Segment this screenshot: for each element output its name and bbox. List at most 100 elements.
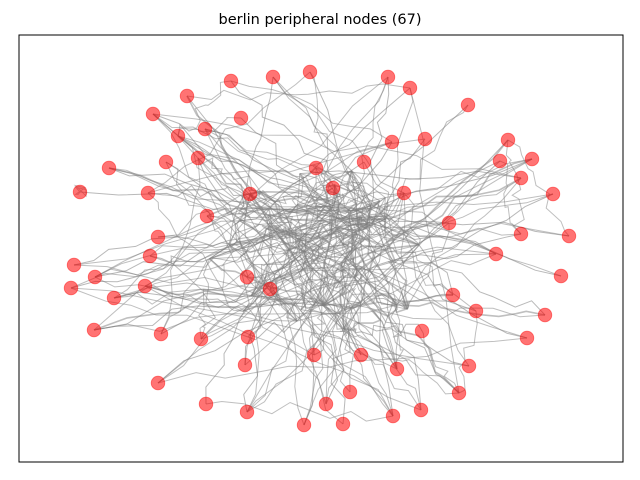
peripheral-node xyxy=(66,257,82,273)
peripheral-node xyxy=(402,80,418,96)
road-edge xyxy=(299,173,398,306)
road-edge xyxy=(177,135,420,246)
road-edge xyxy=(242,228,367,312)
road-edge xyxy=(339,233,522,283)
road-edge xyxy=(363,161,470,367)
road-edge xyxy=(396,177,522,306)
road-edge xyxy=(309,71,338,208)
peripheral-node xyxy=(145,106,161,122)
peripheral-node xyxy=(384,134,400,150)
peripheral-node xyxy=(223,73,239,89)
road-edge xyxy=(384,219,410,310)
peripheral-node xyxy=(158,154,174,170)
road-edge xyxy=(246,244,420,413)
road-edge xyxy=(296,204,497,255)
road-edge xyxy=(334,184,562,277)
peripheral-node xyxy=(142,248,158,264)
peripheral-node xyxy=(441,215,457,231)
road-edge xyxy=(108,167,358,235)
road-edge xyxy=(113,220,241,299)
road-edge xyxy=(334,184,370,229)
road-edge xyxy=(365,138,426,229)
road-edge xyxy=(395,192,407,370)
road-edge xyxy=(113,253,497,299)
peripheral-node xyxy=(198,396,214,412)
road-edge xyxy=(296,141,393,206)
road-edge xyxy=(369,205,385,248)
road-edge xyxy=(229,244,298,322)
road-edge xyxy=(323,305,470,367)
peripheral-node xyxy=(513,170,529,186)
road-edge xyxy=(250,291,324,309)
peripheral-node xyxy=(101,160,117,176)
road-edge xyxy=(339,223,368,283)
road-edge xyxy=(303,281,341,426)
road-edge xyxy=(93,244,420,331)
peripheral-node xyxy=(239,404,255,420)
road-edge xyxy=(323,305,460,394)
road-edge xyxy=(157,192,405,384)
road-edge xyxy=(186,95,298,240)
peripheral-node xyxy=(153,326,169,342)
peripheral-node xyxy=(389,361,405,377)
road-edge xyxy=(200,281,340,340)
road-edge xyxy=(421,330,460,394)
peripheral-node xyxy=(296,417,312,433)
road-edge xyxy=(160,190,261,335)
peripheral-node xyxy=(451,385,467,401)
road-edge xyxy=(358,210,454,296)
road-edge xyxy=(177,135,324,306)
peripheral-node xyxy=(356,154,372,170)
road-edge xyxy=(152,113,360,189)
peripheral-node xyxy=(417,131,433,147)
road-edge xyxy=(303,158,533,253)
road-edge xyxy=(246,197,386,413)
road-edge xyxy=(249,193,345,330)
road-edge xyxy=(73,187,360,266)
road-edge xyxy=(250,160,501,297)
road-edge xyxy=(297,238,397,306)
road-edge xyxy=(239,220,362,303)
peripheral-node xyxy=(537,307,553,323)
road-edge xyxy=(269,200,381,290)
road-edges xyxy=(70,71,570,426)
road-edge xyxy=(351,170,394,417)
peripheral-node xyxy=(86,322,102,338)
peripheral-node xyxy=(197,121,213,137)
peripheral-node xyxy=(199,208,215,224)
peripheral-node xyxy=(302,64,318,80)
road-edge xyxy=(200,245,235,340)
peripheral-node xyxy=(179,88,195,104)
road-edge xyxy=(367,223,398,370)
road-edge xyxy=(322,297,397,313)
road-edge xyxy=(287,183,335,252)
road-edge xyxy=(147,184,261,198)
peripheral-node xyxy=(137,278,153,294)
road-edge xyxy=(204,128,386,198)
peripheral-node xyxy=(240,329,256,345)
road-edge xyxy=(149,255,210,264)
road-edge xyxy=(325,246,383,405)
peripheral-node xyxy=(262,281,278,297)
road-edge xyxy=(272,76,372,207)
road-edge xyxy=(258,191,298,240)
peripheral-node xyxy=(500,132,516,148)
road-edge xyxy=(149,217,350,257)
peripheral-node xyxy=(413,402,429,418)
road-edge xyxy=(242,244,420,312)
peripheral-node xyxy=(140,185,156,201)
road-edge xyxy=(458,310,478,394)
road-edge xyxy=(288,76,389,235)
peripheral-node xyxy=(492,153,508,169)
road-edge xyxy=(242,300,324,312)
peripheral-node xyxy=(237,357,253,373)
peripheral-node xyxy=(353,347,369,363)
peripheral-node xyxy=(513,226,529,242)
road-edge xyxy=(249,189,359,212)
road-edge xyxy=(303,251,394,417)
road-edge xyxy=(186,83,411,101)
road-edge xyxy=(319,184,340,306)
road-edge xyxy=(345,170,368,229)
